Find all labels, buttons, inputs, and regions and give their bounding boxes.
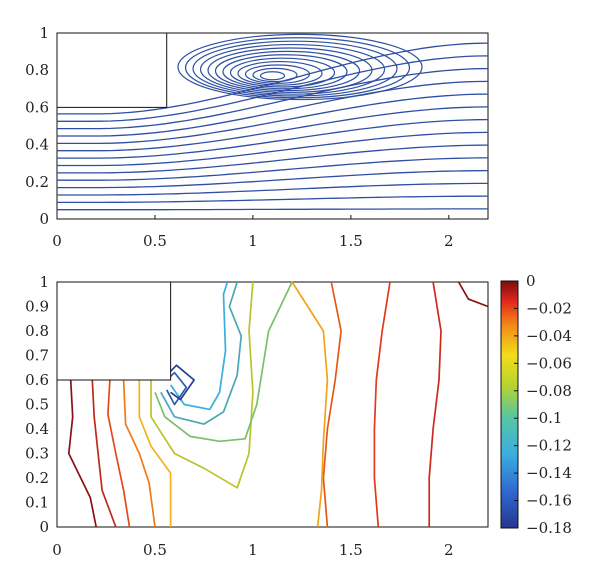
y-tick-label: 0.2	[25, 173, 49, 191]
contour-line	[122, 379, 156, 528]
x-tick-label: 0.5	[143, 541, 167, 559]
step-block	[56, 281, 172, 381]
y-tick-label: 1	[39, 273, 49, 291]
x-tick-label: 0.5	[143, 232, 167, 250]
y-tick-label: 1	[39, 24, 49, 42]
contour-line	[169, 281, 229, 411]
streamline	[57, 157, 488, 181]
streamline-plot: 0 0.5 1 1.5 2 0 0.2 0.4 0.6 0.8 1	[25, 24, 489, 250]
bottom-y-tick-labels: 0 0.1 0.2 0.3 0.4 0.5 0.6 0.7 0.8 0.9 1	[25, 273, 49, 536]
contour-line	[428, 281, 442, 527]
x-tick-label: 0	[52, 541, 62, 559]
bottom-x-tick-labels: 0 0.5 1 1.5 2	[52, 541, 453, 559]
y-tick-label: 0	[39, 518, 49, 536]
y-tick-label: 0.5	[25, 396, 49, 414]
colorbar-tick-label: −0.16	[526, 492, 572, 510]
colorbar-tick-label: −0.02	[526, 299, 572, 317]
top-y-tick-labels: 0 0.2 0.4 0.6 0.8 1	[25, 24, 49, 228]
y-tick-label: 0.9	[25, 298, 49, 316]
y-tick-label: 0.4	[25, 136, 49, 154]
contour-line	[373, 281, 391, 528]
x-tick-label: 1	[248, 541, 258, 559]
colorbar-tick-labels: 0 −0.02 −0.04 −0.06 −0.08 −0.1 −0.12 −0.14 −0.16…	[514, 272, 572, 537]
colorbar-tick-label: −0.18	[526, 519, 572, 537]
x-tick-label: 1.5	[339, 541, 363, 559]
vortex-loop	[207, 47, 373, 93]
vortex-loop	[192, 40, 398, 97]
y-tick-label: 0.7	[25, 347, 49, 365]
contour-line	[291, 281, 329, 528]
streamline	[57, 131, 488, 167]
x-tick-label: 2	[444, 232, 454, 250]
contour-line	[457, 281, 489, 308]
streamline	[57, 169, 488, 189]
contour-line	[154, 281, 293, 443]
y-tick-label: 0.3	[25, 445, 49, 463]
colorbar-tick-label: 0	[526, 272, 536, 290]
streamline	[57, 93, 488, 145]
streamline	[57, 67, 488, 130]
vortex-loop	[259, 71, 286, 81]
vortex-loop	[252, 67, 298, 83]
y-tick-label: 0	[39, 210, 49, 228]
x-tick-label: 1.5	[339, 232, 363, 250]
contour-line	[166, 364, 195, 401]
vortex-loop	[199, 43, 386, 95]
vortex-loop	[214, 50, 361, 92]
streamline	[57, 144, 488, 174]
streamline	[57, 118, 488, 159]
colorbar-tick-label: −0.04	[526, 327, 572, 345]
vortex-loop	[222, 54, 348, 90]
y-tick-label: 0.6	[25, 371, 49, 389]
streamline	[57, 182, 488, 196]
x-tick-label: 0	[52, 232, 62, 250]
y-tick-label: 0.8	[25, 322, 49, 340]
contour-line	[160, 281, 243, 425]
colorbar-tick-label: −0.1	[526, 409, 562, 427]
contour-line	[322, 281, 342, 528]
y-tick-label: 0.1	[25, 494, 49, 512]
streamline	[57, 80, 488, 137]
y-tick-label: 0.8	[25, 61, 49, 79]
streamline	[57, 195, 488, 204]
vortex-loop	[229, 57, 336, 88]
colorbar-gradient	[500, 280, 519, 529]
colorbar: 0 −0.02 −0.04 −0.06 −0.08 −0.1 −0.12 −0.14 −0.16…	[500, 272, 572, 537]
streamlines	[57, 33, 488, 211]
contour-line	[150, 281, 254, 489]
streamline	[57, 106, 488, 152]
colorbar-tick-label: −0.14	[526, 464, 572, 482]
y-tick-label: 0.4	[25, 420, 49, 438]
x-tick-label: 2	[444, 541, 454, 559]
top-x-tick-labels: 0 0.5 1 1.5 2	[52, 215, 454, 250]
contour-line	[138, 380, 172, 527]
contour-line	[67, 379, 98, 528]
colorbar-tick-label: −0.12	[526, 437, 572, 455]
y-tick-label: 0.2	[25, 469, 49, 487]
vortex-loop	[184, 37, 411, 99]
colorbar-tick-label: −0.08	[526, 382, 572, 400]
vortex-loop	[177, 33, 423, 101]
y-tick-label: 0.6	[25, 98, 49, 116]
contour-plot: 0 0.5 1 1.5 2 0 0.1 0.2 0.3 0.4 0.5 0.6 0.7 0.8 0.9 1	[25, 273, 489, 559]
vortex-loop	[237, 60, 323, 86]
contour-line	[107, 379, 131, 528]
vortex-loop	[244, 64, 311, 84]
contour-line	[91, 379, 117, 528]
colorbar-tick-label: −0.06	[526, 354, 572, 372]
step-geometry	[56, 32, 168, 108]
streamline	[57, 208, 488, 211]
contour-lines	[67, 281, 489, 528]
contour-line	[165, 371, 188, 406]
x-tick-label: 1	[248, 232, 258, 250]
